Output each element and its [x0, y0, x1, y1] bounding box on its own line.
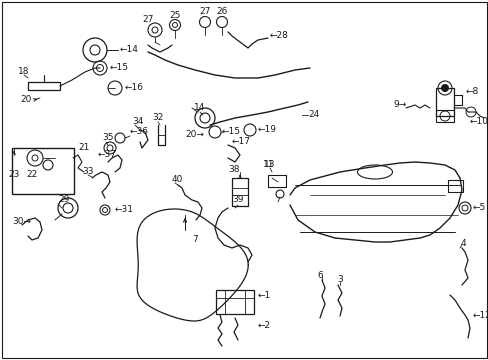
Bar: [231, 178, 247, 206]
Text: ←2: ←2: [258, 320, 270, 329]
Text: 13: 13: [264, 161, 275, 170]
Text: 7: 7: [192, 235, 197, 244]
Bar: [435, 88, 453, 116]
Text: 35: 35: [102, 134, 113, 143]
Text: ←8: ←8: [465, 87, 478, 96]
Text: 26: 26: [216, 8, 227, 17]
Text: ←14: ←14: [120, 45, 139, 54]
Text: 27: 27: [199, 8, 210, 17]
Text: 9→: 9→: [392, 100, 406, 109]
Text: 20: 20: [20, 95, 31, 104]
Text: 21: 21: [78, 144, 89, 153]
Text: 20→: 20→: [184, 130, 203, 139]
Text: 34: 34: [132, 117, 143, 126]
Bar: [435, 110, 453, 122]
Text: 32: 32: [152, 113, 163, 122]
Text: ←5: ←5: [472, 203, 485, 212]
Text: ←10: ←10: [469, 117, 488, 126]
Text: ←36: ←36: [130, 127, 149, 136]
Text: 4: 4: [459, 238, 465, 248]
Text: 24: 24: [307, 111, 319, 120]
Text: ←15: ←15: [222, 127, 241, 136]
Text: 3: 3: [336, 275, 342, 284]
Text: 40: 40: [172, 175, 183, 184]
Text: 23: 23: [8, 171, 20, 180]
Bar: [216, 290, 253, 314]
Text: 38: 38: [228, 166, 239, 175]
Text: ←37: ←37: [98, 150, 117, 159]
Bar: [28, 82, 60, 90]
Text: 25: 25: [169, 10, 181, 19]
Text: 22: 22: [26, 171, 38, 180]
Text: 11: 11: [263, 161, 274, 170]
Bar: [12, 148, 74, 194]
Text: 14: 14: [194, 104, 205, 112]
Text: 18: 18: [18, 68, 29, 77]
Circle shape: [441, 85, 447, 91]
Text: 33: 33: [82, 167, 93, 176]
Text: ←1: ←1: [258, 291, 271, 300]
Text: ←16: ←16: [125, 84, 143, 93]
Text: 30→: 30→: [12, 217, 31, 226]
Bar: [447, 180, 462, 192]
Text: 39: 39: [232, 195, 243, 204]
Text: 29: 29: [58, 195, 69, 204]
Text: ←12: ←12: [472, 310, 488, 320]
Text: ←19: ←19: [258, 126, 276, 135]
Bar: [267, 175, 285, 187]
Text: 6: 6: [317, 270, 322, 279]
Text: ←17: ←17: [231, 138, 250, 147]
Text: 27: 27: [142, 15, 153, 24]
Text: ←15: ←15: [110, 63, 129, 72]
Text: ←31: ←31: [115, 206, 134, 215]
Text: ←28: ←28: [269, 31, 288, 40]
